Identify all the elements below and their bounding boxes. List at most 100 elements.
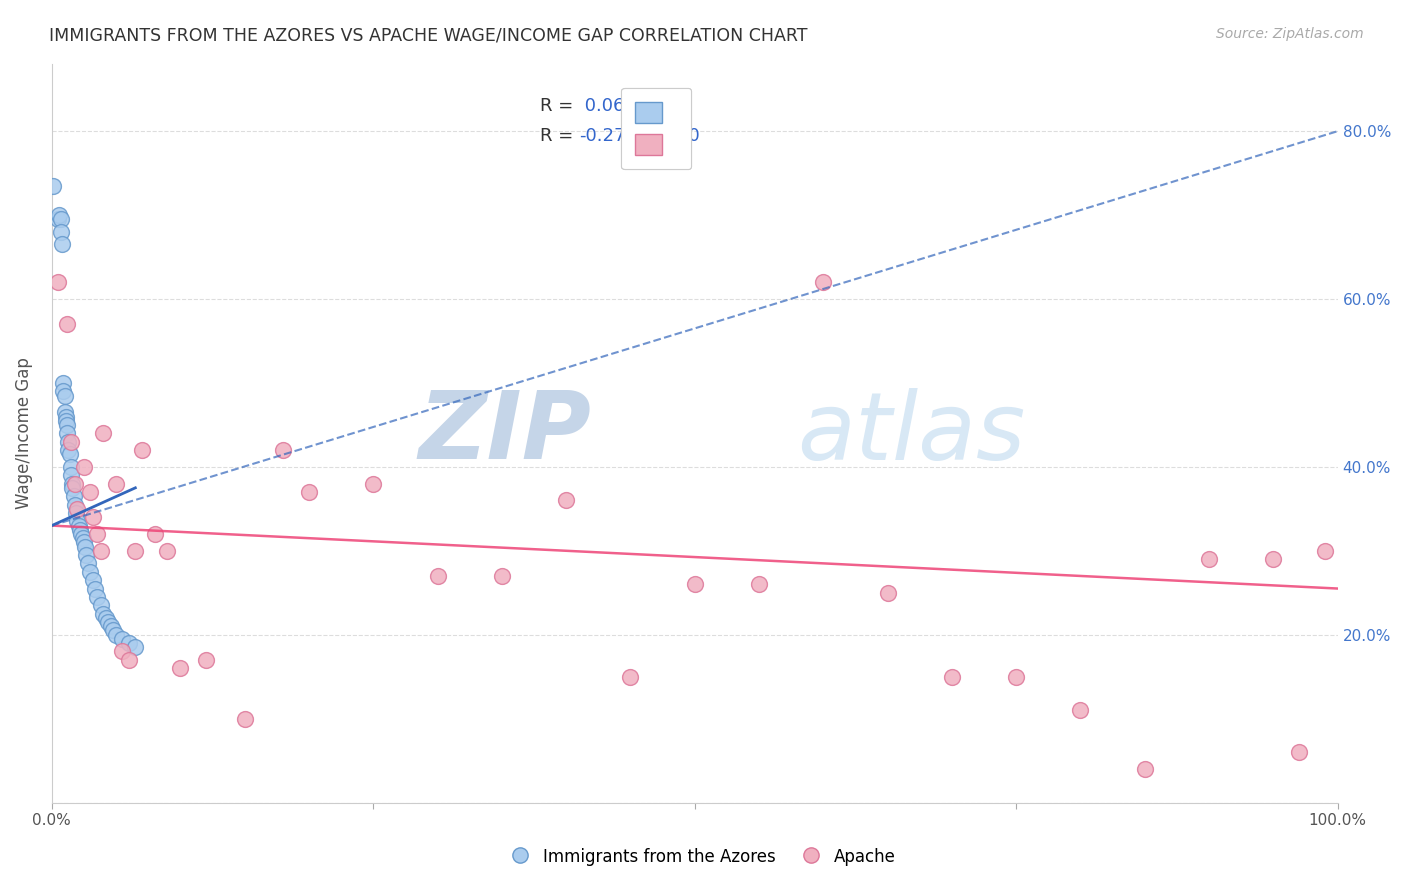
Point [53,405,76,419]
Point [90,599,112,613]
Point [60,481,83,495]
Point [67,518,90,533]
Point [60,434,83,449]
Point [91,426,114,441]
Point [876,585,898,599]
Point [1069,703,1091,717]
Point [619,670,641,684]
Point [55,409,77,424]
Y-axis label: Wage/Income Gap: Wage/Income Gap [15,358,32,509]
Point [52,376,75,390]
Point [62,489,84,503]
Point [48,208,70,222]
Point [82,510,104,524]
Point [105,476,128,491]
Point [70,527,93,541]
Point [63,476,86,491]
Text: 0.062: 0.062 [579,97,636,115]
Point [56,317,79,331]
Point [53,388,76,402]
Point [169,661,191,675]
Text: IMMIGRANTS FROM THE AZORES VS APACHE WAGE/INCOME GAP CORRELATION CHART: IMMIGRANTS FROM THE AZORES VS APACHE WAG… [49,27,807,45]
Point [76,557,98,571]
Text: N =: N = [638,127,689,145]
Point [52,384,75,399]
Text: -0.275: -0.275 [579,127,637,145]
Point [49,225,72,239]
Point [79,485,101,500]
Point [66,515,89,529]
Point [63,498,86,512]
Point [233,712,256,726]
Point [941,670,963,684]
Point [86,527,108,541]
Point [1313,543,1336,558]
Point [195,653,218,667]
Point [73,535,96,549]
Point [69,523,91,537]
Point [59,447,82,461]
Point [555,493,578,508]
Point [42,178,65,193]
Point [271,443,294,458]
Point [72,531,94,545]
Point [813,275,835,289]
Point [1133,762,1156,776]
Point [143,527,166,541]
Point [46,275,69,289]
Point [103,624,125,638]
Point [118,653,141,667]
Point [60,459,83,474]
Point [66,501,89,516]
Point [1005,670,1028,684]
Point [426,569,449,583]
Point [86,590,108,604]
Point [82,573,104,587]
Point [100,619,122,633]
Point [65,506,87,520]
Point [56,417,79,432]
Point [111,632,134,646]
Point [131,443,153,458]
Text: ZIP: ZIP [419,387,592,479]
Point [1288,745,1310,759]
Point [60,476,83,491]
Point [55,414,77,428]
Point [91,607,114,621]
Point [748,577,770,591]
Text: R =: R = [540,127,579,145]
Point [56,426,79,441]
Point [75,540,97,554]
Point [51,237,73,252]
Legend: , : , [621,87,692,169]
Text: 47: 47 [669,97,692,115]
Point [84,582,107,596]
Point [124,543,146,558]
Point [105,628,128,642]
Text: atlas: atlas [797,388,1026,479]
Point [73,459,96,474]
Legend: Immigrants from the Azores, Apache: Immigrants from the Azores, Apache [496,834,910,880]
Point [90,543,112,558]
Text: R =: R = [540,97,579,115]
Point [58,434,80,449]
Point [491,569,513,583]
Point [1198,552,1220,566]
Text: Source: ZipAtlas.com: Source: ZipAtlas.com [1216,27,1364,41]
Point [111,644,134,658]
Point [97,615,120,629]
Point [118,636,141,650]
Point [156,543,179,558]
Point [76,548,98,562]
Point [683,577,706,591]
Point [1263,552,1285,566]
Point [49,212,72,227]
Point [60,468,83,483]
Point [79,565,101,579]
Text: 40: 40 [676,127,699,145]
Point [124,640,146,655]
Text: N =: N = [630,97,682,115]
Point [94,611,117,625]
Point [46,212,69,227]
Point [298,485,321,500]
